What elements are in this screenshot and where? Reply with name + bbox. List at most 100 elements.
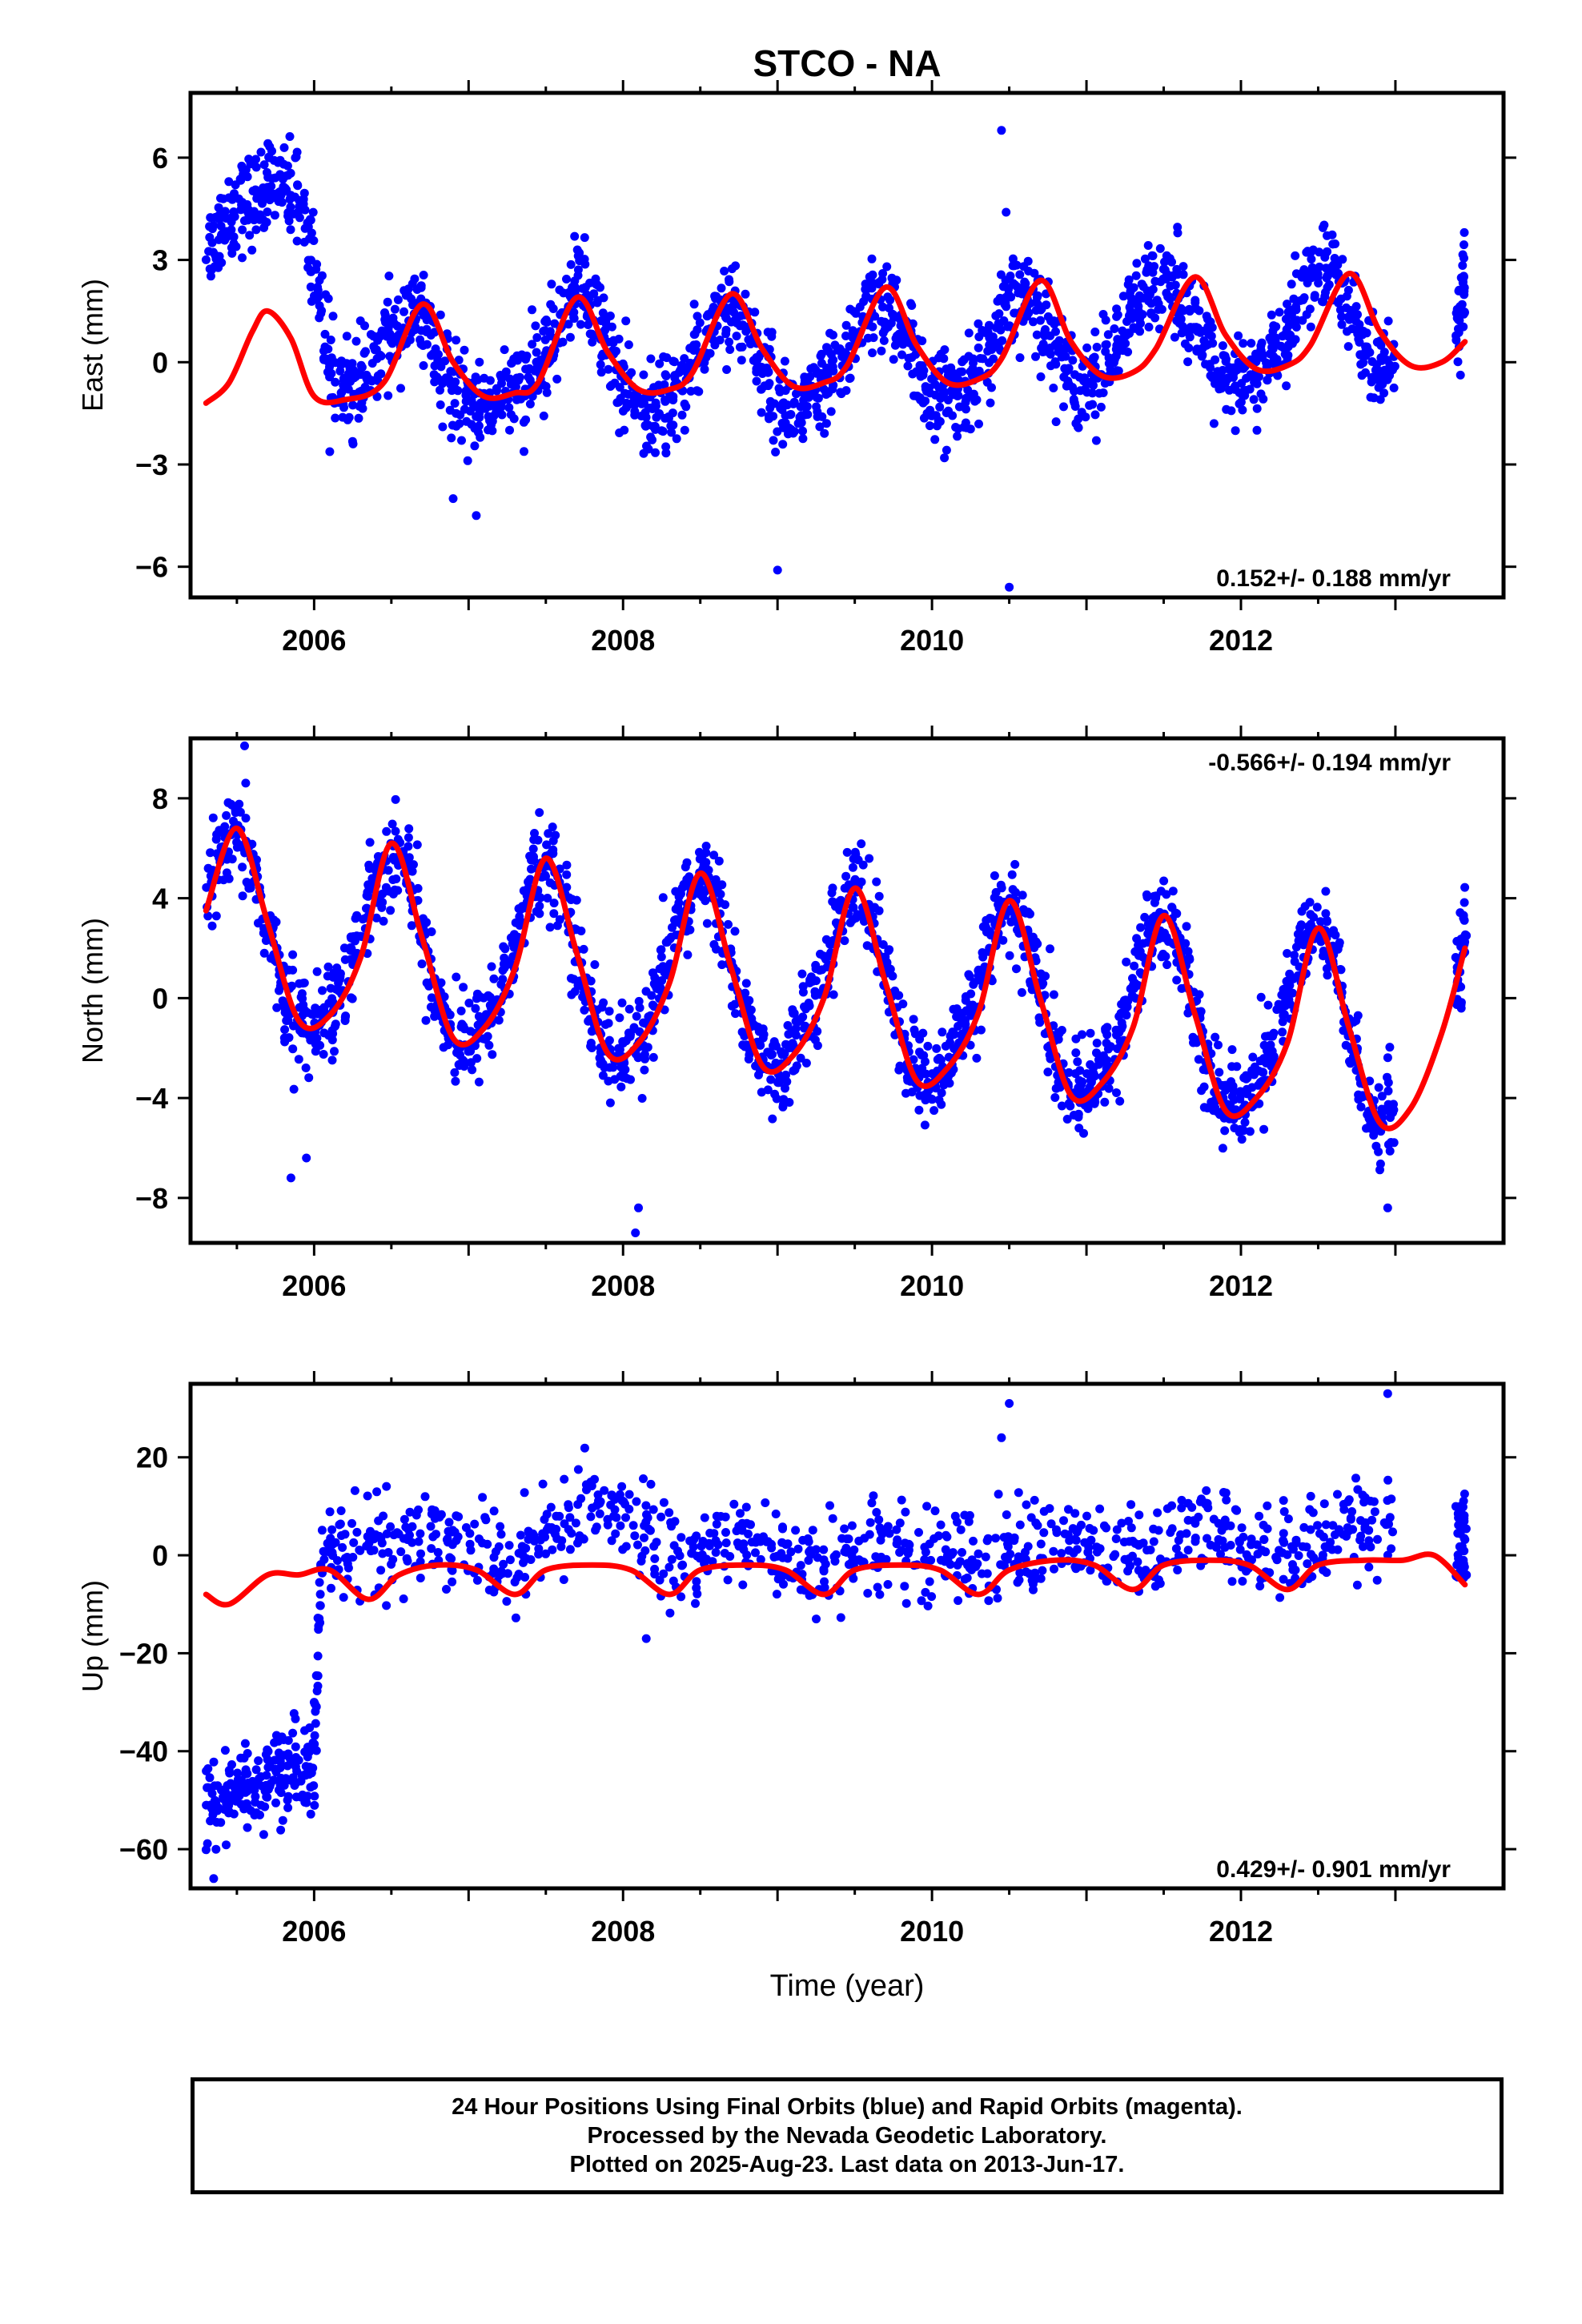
data-point xyxy=(1116,1008,1126,1018)
data-point xyxy=(1376,340,1386,350)
data-point xyxy=(964,328,974,338)
data-point xyxy=(521,1543,531,1553)
data-point xyxy=(270,211,279,220)
data-point xyxy=(407,294,416,304)
data-point xyxy=(781,1040,791,1049)
data-point xyxy=(685,344,695,353)
data-point xyxy=(220,1805,229,1814)
data-point xyxy=(460,345,469,355)
data-point xyxy=(961,992,970,1001)
data-point xyxy=(416,1557,425,1566)
data-point xyxy=(1085,400,1094,410)
data-point xyxy=(470,441,480,451)
data-point xyxy=(404,1525,413,1534)
data-point xyxy=(1229,1086,1239,1096)
data-point xyxy=(801,1021,810,1031)
data-point xyxy=(1086,1076,1095,1085)
data-point xyxy=(655,359,665,368)
data-point xyxy=(568,282,578,292)
data-point xyxy=(1343,342,1353,352)
data-point xyxy=(1008,254,1018,263)
data-point xyxy=(362,903,371,913)
data-point xyxy=(721,1528,730,1537)
data-point xyxy=(311,1671,321,1680)
data-point xyxy=(238,253,247,263)
data-point xyxy=(636,1556,646,1566)
data-point xyxy=(1307,255,1316,264)
data-point xyxy=(1303,247,1312,256)
data-point xyxy=(1460,240,1468,250)
data-point xyxy=(815,422,825,432)
data-point xyxy=(669,420,678,430)
data-point xyxy=(867,1498,877,1508)
data-point xyxy=(624,1004,634,1014)
data-point xyxy=(1070,398,1079,408)
data-point xyxy=(579,944,588,954)
data-point xyxy=(1150,898,1159,907)
data-point xyxy=(466,1546,476,1555)
data-point xyxy=(942,445,951,455)
data-point xyxy=(352,1527,362,1537)
data-point xyxy=(734,1542,744,1551)
data-point xyxy=(203,1764,213,1773)
data-point xyxy=(1318,223,1327,232)
data-point xyxy=(573,1500,583,1510)
data-point xyxy=(689,330,699,340)
data-point xyxy=(356,386,366,396)
data-point xyxy=(888,971,897,981)
data-point xyxy=(405,1507,415,1517)
data-point xyxy=(1167,257,1176,267)
data-point xyxy=(238,164,247,174)
data-point xyxy=(789,427,799,436)
data-point xyxy=(529,835,539,844)
data-point xyxy=(1291,251,1300,260)
data-point xyxy=(723,1575,733,1585)
data-point xyxy=(704,866,713,875)
data-point xyxy=(878,269,888,278)
data-point xyxy=(1249,395,1259,404)
data-point xyxy=(605,1063,615,1072)
data-point xyxy=(319,1554,329,1564)
data-point xyxy=(219,194,228,203)
data-point xyxy=(604,364,613,374)
data-point xyxy=(404,824,414,834)
data-point xyxy=(466,1058,476,1068)
data-point xyxy=(1041,325,1050,334)
data-point xyxy=(340,1530,350,1539)
data-point xyxy=(263,173,273,182)
data-point xyxy=(240,1769,250,1779)
data-point xyxy=(256,147,266,157)
data-point xyxy=(356,360,366,370)
data-point xyxy=(872,1508,881,1517)
data-point xyxy=(328,1029,338,1039)
data-point xyxy=(211,251,220,259)
data-point xyxy=(365,838,375,847)
x-tick-label: 2006 xyxy=(282,624,346,657)
data-point xyxy=(1185,953,1195,963)
data-point xyxy=(758,1024,768,1034)
data-point xyxy=(1299,265,1309,275)
data-point xyxy=(791,1031,801,1040)
data-point xyxy=(1209,419,1219,428)
data-point xyxy=(1346,306,1355,315)
data-point xyxy=(468,400,478,409)
data-point xyxy=(346,376,355,386)
data-point xyxy=(1117,1018,1126,1027)
data-point xyxy=(615,1013,624,1023)
data-point xyxy=(315,1601,325,1610)
data-point xyxy=(210,1801,219,1811)
data-point xyxy=(1191,296,1200,305)
data-point xyxy=(559,1575,568,1584)
data-point xyxy=(1367,357,1377,366)
data-point xyxy=(1452,936,1462,946)
data-point xyxy=(1240,1118,1250,1127)
data-point xyxy=(781,1084,789,1093)
data-point xyxy=(1221,1085,1231,1095)
data-point xyxy=(515,921,524,930)
data-point xyxy=(1321,887,1331,896)
data-point xyxy=(1115,1036,1125,1046)
data-point xyxy=(294,1055,303,1064)
data-point xyxy=(705,1541,714,1550)
data-point xyxy=(399,1594,408,1603)
data-point xyxy=(848,862,857,872)
